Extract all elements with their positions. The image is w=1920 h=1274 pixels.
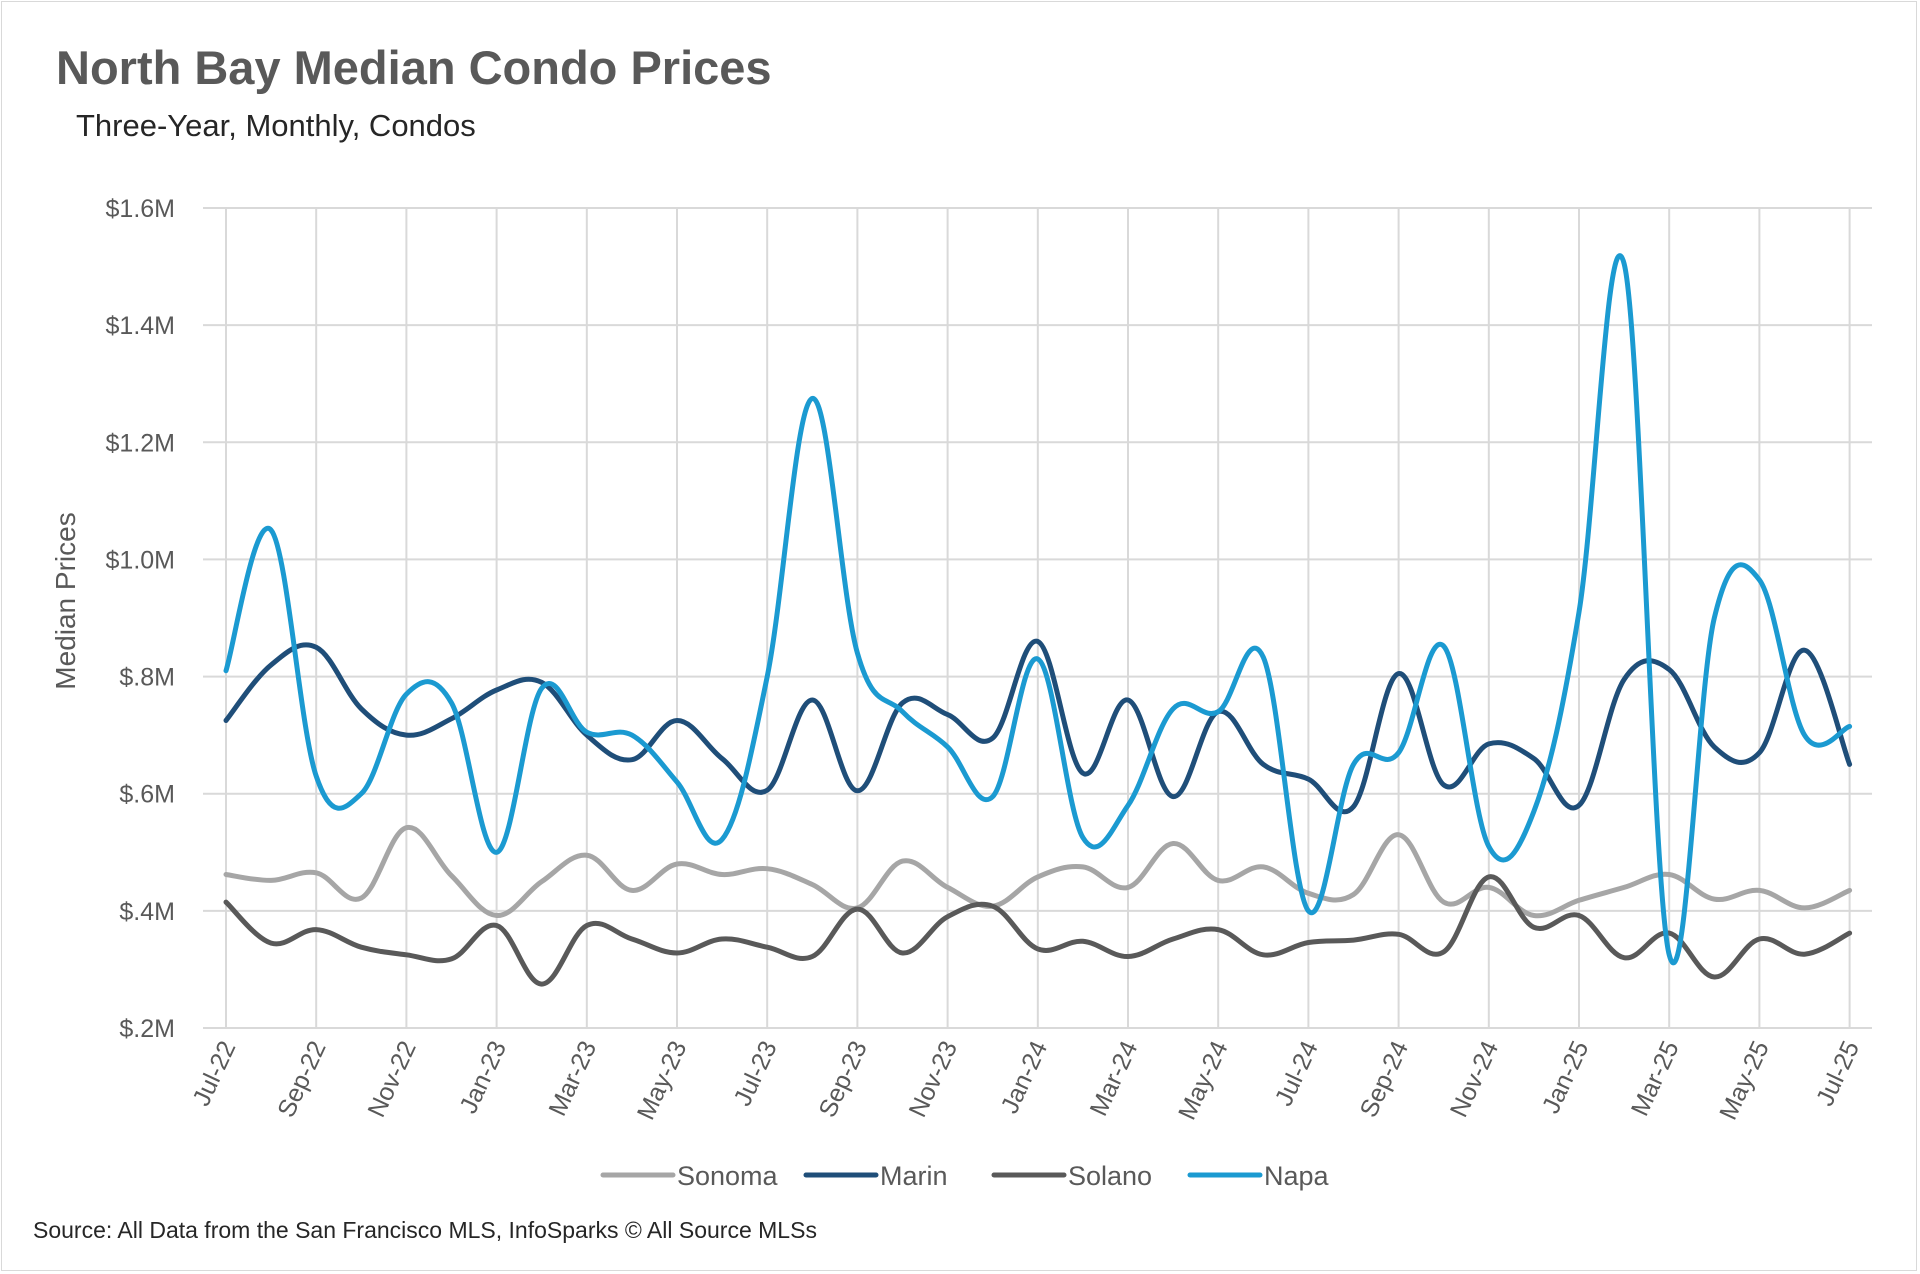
x-axis-ticks: Jul-22 Sep-22 Nov-22 Jan-23 Mar-23 May-23 Jul-… [187,1037,1865,1124]
x-tick-label: May-23 [632,1037,693,1124]
y-tick-label: $1.6M [106,195,175,223]
x-tick-label: Jul-25 [1811,1037,1865,1111]
y-tick-label: $1.0M [106,546,175,574]
x-tick-label: May-25 [1714,1037,1775,1124]
y-axis-ticks: $.2M $.4M $.6M $.8M $1.0M $1.2M $1.4M $1.6M [106,195,175,1043]
x-tick-label: Mar-24 [1085,1037,1144,1121]
x-tick-label: Nov-24 [1445,1037,1504,1122]
y-tick-label: $.6M [119,781,175,809]
series-lines [223,253,1853,987]
y-tick-label: $.2M [119,1015,175,1043]
legend: Sonoma Marin Solano Napa [600,1161,1330,1191]
legend-label-marin: Marin [880,1161,948,1191]
x-tick-label: Mar-25 [1626,1037,1685,1121]
source-note: Source: All Data from the San Francisco … [33,1217,817,1243]
y-tick-label: $.4M [119,898,175,926]
x-tick-label: Mar-23 [543,1037,602,1121]
x-tick-label: Jan-23 [454,1037,512,1118]
x-tick-label: Jul-22 [187,1037,241,1111]
legend-label-napa: Napa [1264,1161,1330,1191]
x-tick-label: Sep-22 [272,1037,331,1122]
y-tick-label: $1.2M [106,429,175,457]
series-line-napa [223,253,1853,966]
x-tick-label: Nov-22 [362,1037,421,1122]
x-tick-label: May-24 [1173,1037,1234,1124]
y-tick-label: $.8M [119,664,175,692]
legend-label-sonoma: Sonoma [677,1161,779,1191]
series-line-sonoma [223,825,1853,919]
series-line-solano [223,874,1853,987]
chart-title: North Bay Median Condo Prices [56,41,772,94]
series-line-marin [223,638,1853,815]
gridlines [203,207,1872,1029]
x-tick-label: Sep-24 [1355,1037,1414,1122]
x-tick-label: Nov-23 [904,1037,963,1122]
chart-subtitle: Three-Year, Monthly, Condos [76,108,476,143]
x-tick-label: Jul-23 [728,1037,782,1111]
x-tick-label: Jan-25 [1537,1037,1595,1118]
x-tick-label: Jul-24 [1270,1037,1324,1111]
x-tick-label: Sep-23 [813,1037,872,1122]
legend-label-solano: Solano [1068,1161,1152,1191]
y-axis-title: Median Prices [50,512,81,689]
y-tick-label: $1.4M [106,312,175,340]
x-tick-label: Jan-24 [996,1037,1054,1118]
